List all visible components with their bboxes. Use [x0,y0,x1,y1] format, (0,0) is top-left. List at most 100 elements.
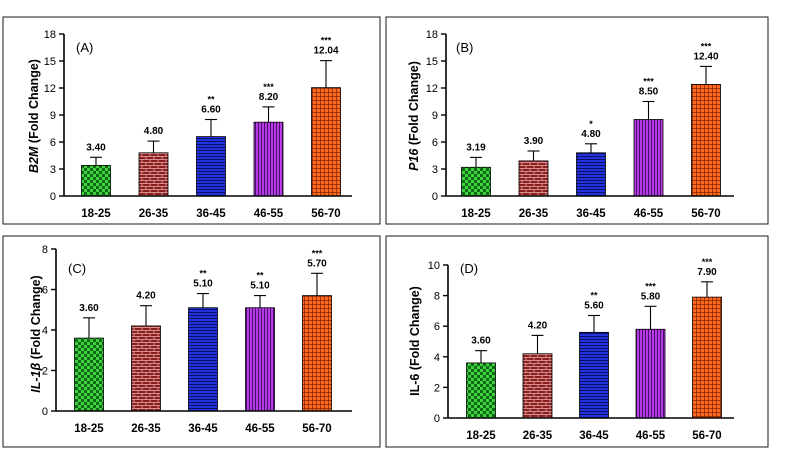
panel-b-significance-mark: * [589,119,593,129]
panel-d-value-label: 5.60 [584,300,604,311]
panel-b-value-label: 12.40 [693,51,718,62]
panel-a-bar-18-25 [81,164,111,197]
panel-c-bar-56-70 [302,295,332,412]
panel-c-y-tick-label: 2 [42,366,48,378]
panel-b-y-axis-label: P16 (Fold Change) [407,61,421,171]
panel-c-x-tick-label: 36-45 [188,423,218,435]
panel-b-x-tick-label: 56-70 [691,208,720,220]
panel-d-y-tick-label: 4 [434,352,440,364]
panel-a-y-label-unit: (Fold Change) [27,59,41,147]
panel-b-value-label: 3.19 [466,142,486,153]
panel-c-y-label-unit: (Fold Change) [29,275,43,363]
panel-d-frame [385,235,769,448]
panel-c-bar-46-55 [245,307,275,412]
panel-d-bar-18-25 [466,362,496,419]
panel-a-x-tick-label: 36-45 [196,208,226,220]
panel-a-chart: (A) B2M (Fold Change) 0 3 6 9 12 15 18 3.40 18-25 4… [27,29,352,220]
panel-a-significance-mark: *** [321,36,332,46]
panel-c-value-label: 5.10 [193,279,213,290]
panel-a-y-label-gene: B2M [27,146,41,173]
panel-a-y-tick-label: 18 [44,29,56,41]
panel-d-y-tick-label: 6 [434,321,440,333]
panel-a-value-label: 4.80 [144,126,164,137]
panel-b-significance-mark: *** [701,41,712,51]
panel-c-y-tick-label: 6 [42,285,48,297]
panel-d-value-label: 7.90 [697,267,717,278]
panel-d-x-tick-label: 36-45 [579,430,609,442]
panel-d-y-tick-label: 2 [434,382,440,394]
panel-c-x-tick-label: 56-70 [302,423,331,435]
panel-a-value-label: 6.60 [201,105,221,116]
panel-d-y-tick-label: 10 [428,260,440,272]
panel-c-bar-18-25 [74,337,104,412]
panel-d-x-tick-label: 26-35 [523,430,553,442]
panel-b-bar-26-35 [518,160,549,197]
panel-c-bar-36-45 [188,307,218,412]
panel-d-significance-mark: ** [590,290,598,300]
panel-a-significance-mark: ** [207,95,215,105]
panel-d-y-tick-label: 0 [434,413,440,425]
panel-c-x-tick-label: 26-35 [131,423,161,435]
panel-a-bar-26-35 [138,152,169,197]
panel-d-x-tick-label: 46-55 [636,430,666,442]
panel-a-bar-36-45 [196,136,226,197]
panel-c-x-tick-label: 46-55 [245,423,275,435]
panel-c-frame [2,235,381,448]
panel-b-bar-56-70 [691,84,721,197]
panel-d-bar-26-35 [522,353,553,419]
panel-d-y-label-unit: (Fold Change) [408,286,422,374]
panel-d-chart: (D) IL-6 (Fold Change) 0 2 4 6 8 10 3.60 18-25 4.2… [408,257,734,442]
panel-c-y-axis-label: IL-1β (Fold Change) [29,275,43,392]
panel-b-bar-36-45 [576,152,606,197]
panel-c-value-label: 3.60 [79,303,99,314]
panel-d-y-tick-label: 8 [434,291,440,303]
panel-d-value-label: 5.80 [641,291,661,302]
panel-a-letter: (A) [76,40,93,55]
panel-c-value-label: 5.10 [250,281,270,292]
panel-b-x-tick-label: 36-45 [576,208,606,220]
panel-c-y-label-gene: IL-1β [29,363,43,393]
panel-d-significance-mark: *** [645,281,656,291]
panel-a-y-tick-label: 15 [44,56,56,68]
panel-a-bar-46-55 [253,121,284,197]
panel-b-y-tick-label: 9 [432,110,438,122]
panel-a-y-tick-label: 12 [44,83,56,95]
panel-c-significance-mark: *** [312,248,323,258]
panel-a-x-tick-label: 56-70 [311,208,340,220]
panel-b-letter: (B) [456,40,473,55]
panel-a-x-tick-label: 26-35 [139,208,169,220]
panel-c-value-label: 4.20 [136,291,156,302]
panel-b-y-label-gene: P16 [407,148,421,171]
panel-c-significance-mark: ** [256,271,264,281]
panel-d-value-label: 4.20 [528,320,548,331]
panel-b-y-tick-label: 6 [432,137,438,149]
panel-c-y-tick-label: 4 [42,325,48,337]
panel-c-bar-26-35 [131,325,161,412]
panel-b-y-tick-label: 3 [432,164,438,176]
panel-b-chart: (B) P16 (Fold Change) 0 3 6 9 12 15 18 3.19 18-25 3… [407,29,734,220]
panel-a-y-axis-label: B2M (Fold Change) [27,59,41,173]
panel-d-y-axis-label: IL-6 (Fold Change) [408,286,422,396]
panel-b-y-tick-label: 12 [426,83,438,95]
panel-d-bar-56-70 [692,296,722,419]
panel-a-value-label: 8.20 [259,92,279,103]
panel-b-y-tick-label: 18 [426,29,438,41]
panel-a-y-tick-label: 6 [50,137,56,149]
panel-a-frame [2,16,381,225]
panel-b-bar-46-55 [633,119,664,197]
panel-c-y-tick-label: 8 [42,244,48,256]
panel-b-y-tick-label: 15 [426,56,438,68]
panel-b-y-label-unit: (Fold Change) [407,61,421,149]
panel-d-y-label-gene: IL-6 [408,374,422,396]
panel-b-value-label: 3.90 [524,136,544,147]
panel-b-x-tick-label: 26-35 [519,208,549,220]
panel-d-bar-46-55 [635,328,666,419]
panel-b-significance-mark: *** [643,77,654,87]
panel-c-letter: (C) [68,261,86,276]
panel-b-value-label: 8.50 [639,87,659,98]
panel-a-y-tick-label: 9 [50,110,56,122]
panel-d-x-tick-label: 56-70 [692,430,721,442]
panel-c-x-tick-label: 18-25 [74,423,104,435]
panel-a-bar-56-70 [311,87,341,197]
